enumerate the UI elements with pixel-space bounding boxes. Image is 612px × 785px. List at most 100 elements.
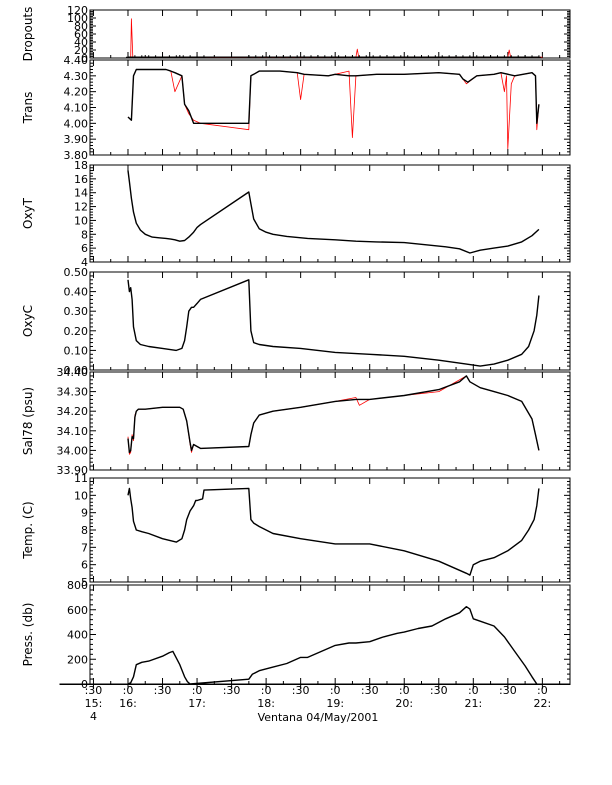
x-tick-hour-label: 22: xyxy=(534,697,552,710)
series-line-data xyxy=(127,170,540,254)
y-tick-label: 4 xyxy=(81,256,88,269)
data-point xyxy=(433,55,438,58)
x-tick-label: :30 xyxy=(154,684,172,697)
data-point xyxy=(474,55,479,58)
data-point xyxy=(309,55,314,58)
y-tick-label: 33.90 xyxy=(57,464,89,477)
y-tick-label: 10 xyxy=(74,214,88,227)
y-tick-label: 14 xyxy=(74,187,88,200)
y-tick-label: 16 xyxy=(74,173,88,186)
data-point xyxy=(536,55,541,58)
x-tick-label: :30 xyxy=(499,684,517,697)
y-tick-label: 34.20 xyxy=(57,405,89,418)
data-point xyxy=(440,55,445,58)
series-group xyxy=(125,18,543,58)
y-tick-label: 80 xyxy=(74,20,88,33)
data-point xyxy=(488,55,493,58)
y-tick-label: 120 xyxy=(67,4,88,17)
x-tick-hour-label: 16: xyxy=(119,697,137,710)
y-tick-label: 34.10 xyxy=(57,425,89,438)
x-tick-label: :0 xyxy=(330,684,341,697)
y-axis-label: OxyC xyxy=(21,305,35,337)
series-group xyxy=(127,170,540,254)
data-point xyxy=(364,55,369,58)
data-point xyxy=(274,55,279,58)
y-axis-label: Dropouts xyxy=(21,7,35,62)
data-point xyxy=(188,55,193,58)
y-tick-label: 0.00 xyxy=(64,364,89,377)
x-tick-hour-label: 19: xyxy=(326,697,344,710)
data-point xyxy=(281,55,286,58)
y-tick-label: 40 xyxy=(74,36,88,49)
y-tick-label: 800 xyxy=(67,579,88,592)
y-tick-label: 0.50 xyxy=(64,266,89,279)
y-tick-label: 4.10 xyxy=(64,102,89,115)
y-axis-label: Sal78 (psu) xyxy=(21,387,35,455)
panel-2: 3.80 3.90 4.00 4.10 4.20 4.30 4.40 Trans xyxy=(21,54,571,162)
series-group xyxy=(127,487,540,576)
x-tick-hour-label: 18: xyxy=(257,697,275,710)
y-tick-label: 0.30 xyxy=(64,305,89,318)
y-axis-label: OxyT xyxy=(21,197,35,229)
y-tick-label: 34.40 xyxy=(57,366,89,379)
data-point xyxy=(398,55,403,58)
data-point xyxy=(447,55,452,58)
data-point xyxy=(315,55,320,58)
x-tick-label: :0 xyxy=(468,684,479,697)
data-point xyxy=(195,55,200,58)
data-point xyxy=(426,55,431,58)
panel-frame xyxy=(89,164,571,263)
data-point xyxy=(378,55,383,58)
data-point xyxy=(481,55,486,58)
data-point xyxy=(419,55,424,58)
y-axis-label: Press. (db) xyxy=(21,603,35,667)
data-point xyxy=(125,55,130,58)
data-point xyxy=(343,55,348,58)
data-point xyxy=(288,55,293,58)
series-group xyxy=(127,68,540,150)
data-point xyxy=(336,55,341,58)
y-tick-label: 34.30 xyxy=(57,386,89,399)
x-tick-day-label: 4 xyxy=(90,710,97,723)
series-line-data xyxy=(127,375,540,454)
series-group xyxy=(127,375,540,455)
data-point xyxy=(322,55,327,58)
y-tick-label: 3.90 xyxy=(64,133,89,146)
panel-frame xyxy=(89,371,571,471)
x-tick-hour-label: 15: xyxy=(85,697,103,710)
data-point xyxy=(384,55,389,58)
data-point xyxy=(357,55,362,58)
data-point xyxy=(253,55,258,58)
data-point xyxy=(460,55,465,58)
series-line-data xyxy=(127,606,538,684)
x-tick-label: :30 xyxy=(85,684,103,697)
y-tick-label: 11 xyxy=(74,472,88,485)
y-tick-label: 4.00 xyxy=(64,117,89,130)
x-tick-hour-label: 17: xyxy=(188,697,206,710)
data-point xyxy=(405,55,410,58)
y-tick-label: 100 xyxy=(67,12,88,25)
data-point xyxy=(371,55,376,58)
panel-5: 33.90 34.00 34.10 34.20 34.30 34.40 Sal78 (psu… xyxy=(21,366,571,477)
data-point xyxy=(329,55,334,58)
panel-frame xyxy=(89,271,571,371)
y-tick-label: 8 xyxy=(81,524,88,537)
y-tick-label: 0 xyxy=(81,52,88,65)
data-point xyxy=(295,55,300,58)
data-point xyxy=(454,55,459,58)
y-axis-label: Temp. (C) xyxy=(21,501,35,559)
data-point xyxy=(267,55,272,58)
y-tick-label: 4.20 xyxy=(64,86,89,99)
x-tick-label: :0 xyxy=(261,684,272,697)
y-tick-label: 0.10 xyxy=(64,344,89,357)
data-point xyxy=(139,55,144,58)
y-tick-label: 0.20 xyxy=(64,325,89,338)
data-point xyxy=(516,55,521,58)
data-point xyxy=(467,55,472,58)
x-tick-label: :0 xyxy=(399,684,410,697)
x-tick-label: :30 xyxy=(361,684,379,697)
y-tick-label: 20 xyxy=(74,44,88,57)
